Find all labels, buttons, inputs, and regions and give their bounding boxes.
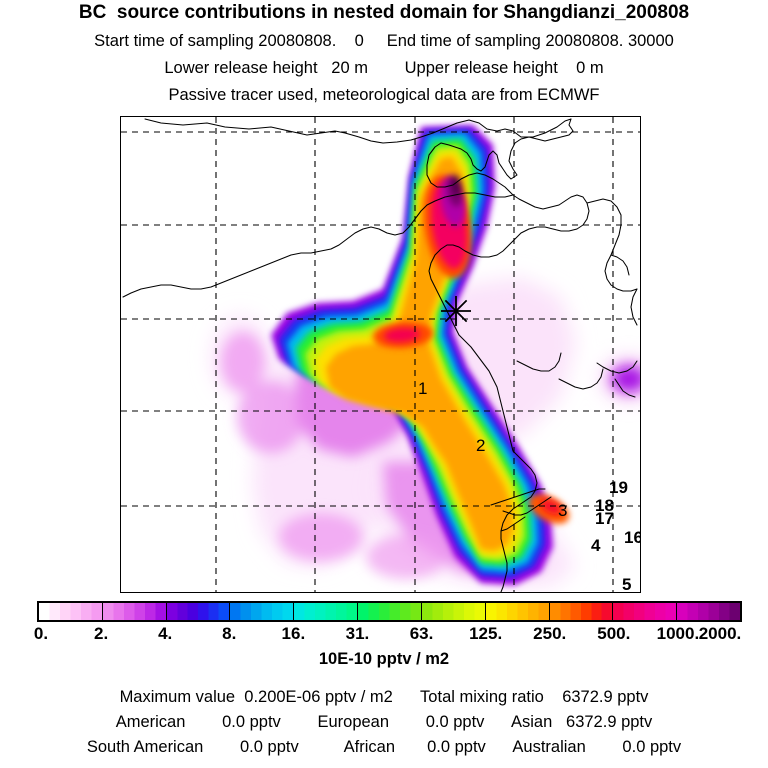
colorbar-wrapper: [37, 601, 742, 622]
plume-maximum: [440, 175, 466, 227]
colorbar-segment-2: [166, 603, 231, 620]
colorbar-segment-9: [613, 603, 678, 620]
colorbar-tick-8: 250.: [533, 624, 567, 643]
colorbar-tick-9: 500.: [597, 624, 631, 643]
colorbar-tick-6: 63.: [409, 624, 434, 643]
colorbar-axis-label: 10E-10 pptv / m2: [318, 650, 450, 668]
region-label-2: 2: [476, 436, 485, 455]
sampling-time-line: Start time of sampling 20080808. 0 End t…: [94, 32, 674, 50]
release-marker-ray-7: [444, 299, 468, 323]
region-number-labels: 1 2 3: [418, 379, 567, 520]
coastline-overlay: [122, 118, 638, 592]
station-label-5: 5: [622, 575, 631, 593]
page-title: BC source contributions in nested domain…: [78, 2, 690, 23]
colorbar-segment-4: [294, 603, 359, 620]
map-plot-inner: 1 2 3 19 18 17 16 4 5: [121, 117, 640, 592]
footer-continents-row1: American 0.0 pptv European 0.0 pptv Asia…: [115, 713, 653, 731]
footer-max-and-total: Maximum value 0.200E-06 pptv / m2 Total …: [119, 688, 649, 706]
station-label-16: 16: [624, 528, 641, 547]
colorbar-segment-6: [421, 603, 486, 620]
station-label-19: 19: [609, 478, 628, 497]
colorbar: [37, 601, 742, 622]
colorbar-tick-4: 16.: [281, 624, 306, 643]
colorbar-segment-8: [549, 603, 614, 620]
colorbar-tick-labels: 0. 2. 4. 8. 16. 31. 63. 125. 250. 500. 1000. 2000.: [0, 624, 768, 646]
colorbar-segment-10: [677, 603, 740, 620]
colorbar-tick-3: 8.: [222, 624, 237, 643]
map-plot-frame: 1 2 3 19 18 17 16 4 5: [120, 116, 641, 593]
colorbar-tick-2: 4.: [158, 624, 173, 643]
station-label-17: 17: [595, 509, 614, 528]
colorbar-segment-7: [485, 603, 550, 620]
colorbar-tick-7: 125.: [469, 624, 503, 643]
colorbar-tick-5: 31.: [345, 624, 370, 643]
colorbar-segment-0: [39, 603, 103, 620]
footer-continents-row2: South American 0.0 pptv African 0.0 pptv…: [86, 738, 682, 756]
colorbar-tick-1: 2.: [93, 624, 109, 643]
colorbar-segment-5: [358, 603, 422, 620]
colorbar-tick-10: 1000.: [656, 624, 700, 643]
region-label-3: 3: [558, 501, 567, 520]
region-label-1: 1: [418, 379, 427, 398]
release-height-line: Lower release height 20 m Upper release …: [164, 59, 604, 77]
tracer-met-line: Passive tracer used, meteorological data…: [168, 86, 600, 104]
station-label-4: 4: [591, 536, 601, 555]
station-label-18: 18: [595, 496, 614, 515]
colorbar-segment-3: [230, 603, 295, 620]
release-point-marker: [441, 296, 471, 326]
colorbar-segment-1: [102, 603, 167, 620]
colorbar-tick-0: 0.: [33, 624, 49, 643]
colorbar-tick-11: 2000.: [698, 624, 742, 643]
